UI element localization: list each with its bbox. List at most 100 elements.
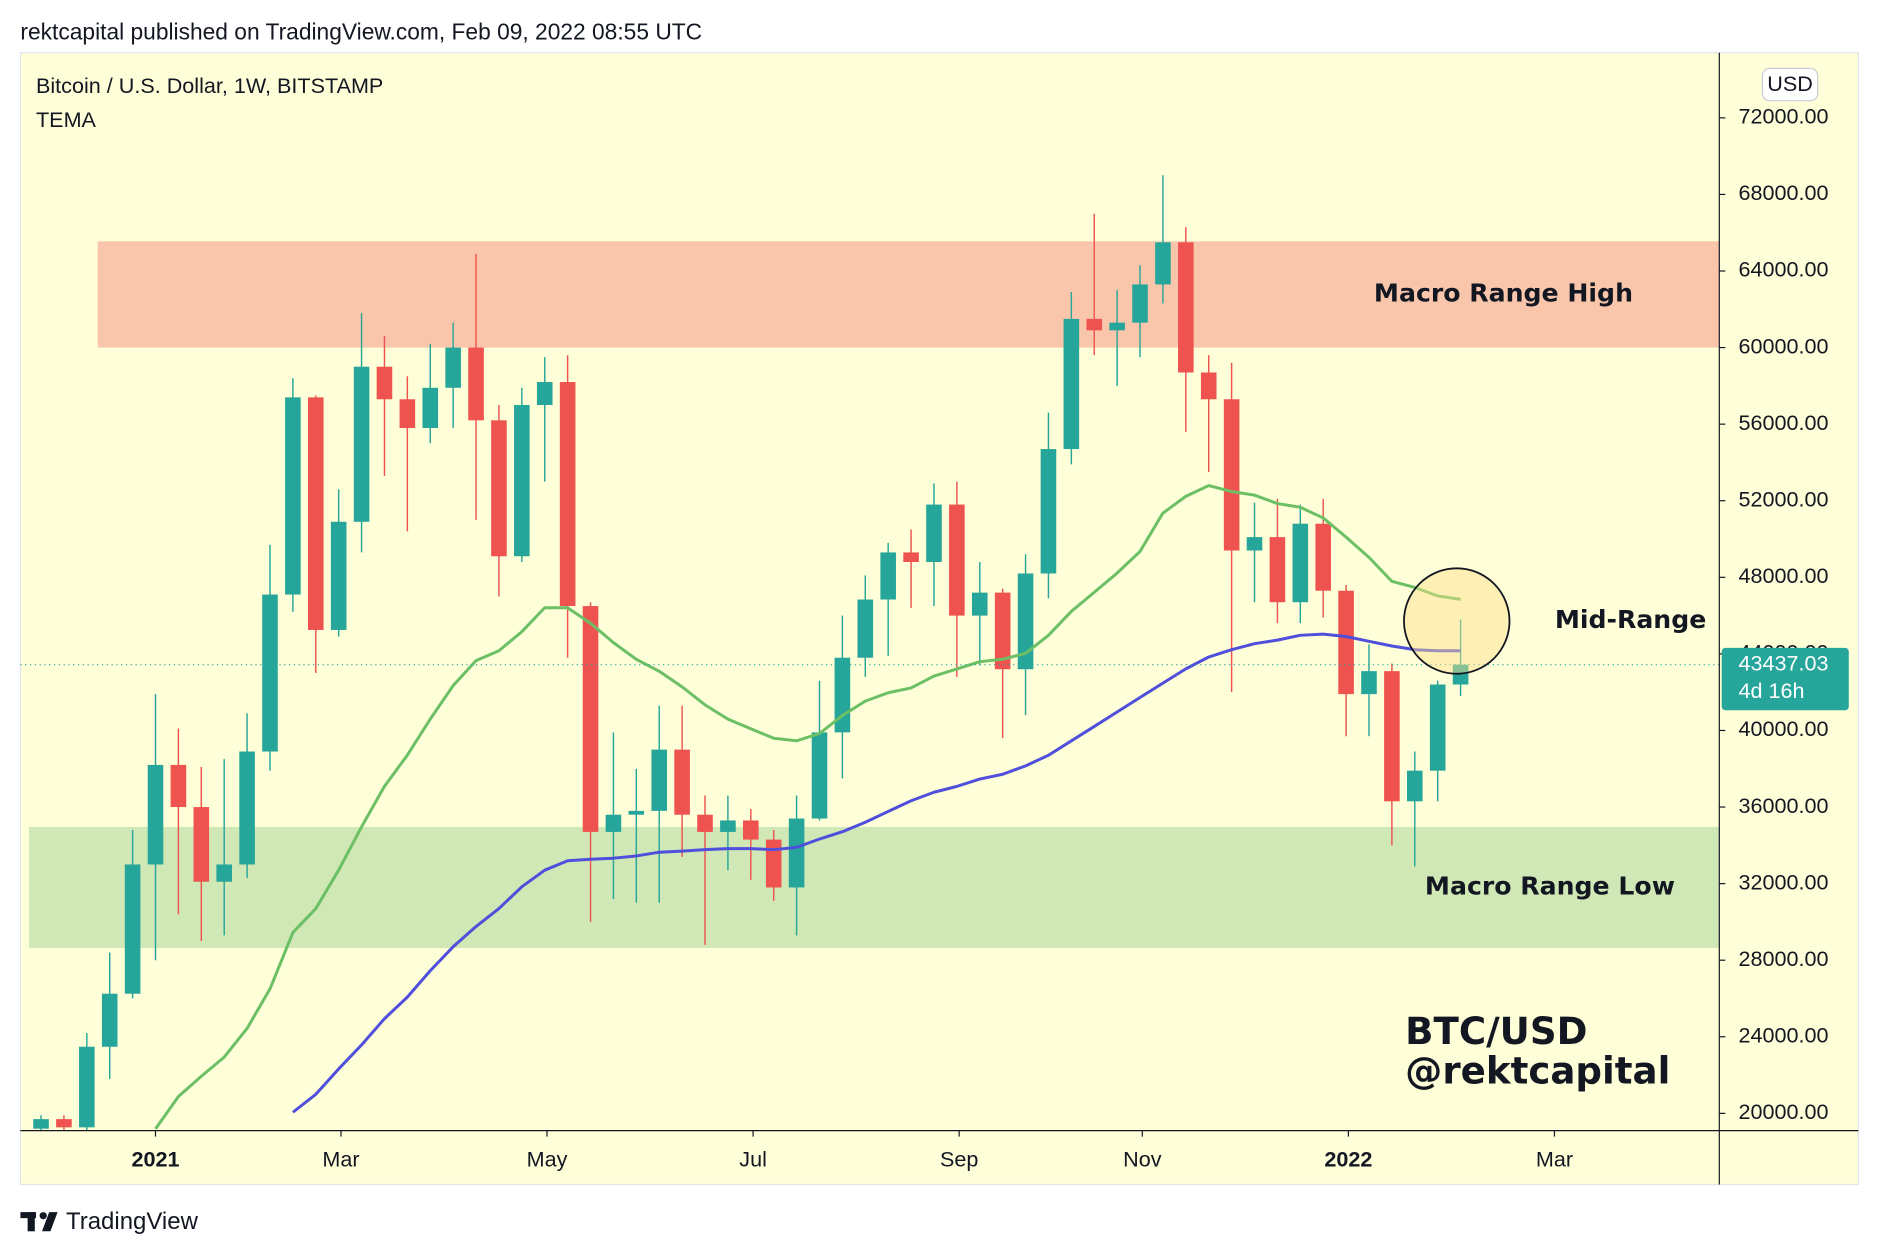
publish-header: rektcapital published on TradingView.com… xyxy=(20,19,702,45)
y-tick-label: 40000.00 xyxy=(1738,716,1828,741)
watermark-author: @rektcapital xyxy=(1405,1050,1670,1093)
tema-line xyxy=(292,632,1461,1114)
x-tick-label: 2021 xyxy=(131,1146,179,1171)
x-tick-label: May xyxy=(527,1146,568,1171)
candle-body xyxy=(79,1046,95,1128)
candle-body xyxy=(262,594,278,752)
candle-body xyxy=(926,504,942,562)
candle-body xyxy=(422,387,439,428)
currency-label[interactable]: USD xyxy=(1767,71,1813,96)
plot-area xyxy=(20,175,1720,1131)
candle-body xyxy=(1269,537,1286,603)
candle-body xyxy=(216,864,232,882)
y-tick-label: 28000.00 xyxy=(1738,946,1828,971)
currency-box[interactable] xyxy=(1761,67,1819,102)
candle-body xyxy=(330,521,347,630)
candle-body xyxy=(605,814,622,832)
candle-body xyxy=(170,764,187,808)
candle-body xyxy=(33,1119,49,1129)
x-tick-label: Nov xyxy=(1123,1146,1162,1171)
candle-body xyxy=(124,864,141,994)
candle-body xyxy=(1452,664,1469,685)
x-tick-label: Jul xyxy=(739,1146,767,1171)
candle-body xyxy=(1361,671,1377,695)
range-zone xyxy=(29,826,1720,948)
mid-range-label: Mid-Range xyxy=(1555,605,1706,634)
candle-body xyxy=(1292,523,1309,603)
candle-body xyxy=(651,749,668,811)
candle-body xyxy=(353,366,370,522)
highlight-circle xyxy=(1403,567,1511,675)
x-tick-label: Sep xyxy=(940,1146,978,1171)
candle-body xyxy=(743,820,759,840)
bar-countdown: 4d 16h xyxy=(1738,678,1804,703)
candle-body xyxy=(193,807,210,882)
candle-body xyxy=(1155,242,1171,285)
y-tick-label: 48000.00 xyxy=(1738,563,1828,588)
candle-body xyxy=(1063,318,1080,450)
candle-body xyxy=(1429,684,1446,771)
candle-body xyxy=(468,347,484,421)
y-tick-label: 60000.00 xyxy=(1738,333,1828,358)
logo-slash xyxy=(42,1212,58,1232)
y-tick-label: 52000.00 xyxy=(1738,486,1828,511)
candle-body xyxy=(559,382,576,607)
candle-body xyxy=(1223,399,1240,551)
candle-body xyxy=(994,592,1011,670)
candle-body xyxy=(491,420,507,557)
candle-body xyxy=(811,732,828,819)
candle-body xyxy=(285,397,301,595)
candle-body xyxy=(536,382,553,406)
candle-body xyxy=(1246,537,1263,551)
last-price-box xyxy=(1721,647,1849,711)
candle-body xyxy=(399,399,416,428)
candle-body xyxy=(239,751,255,865)
candle-body xyxy=(880,552,896,600)
candle-body xyxy=(788,818,805,888)
candle-body xyxy=(147,764,164,865)
candle-body xyxy=(1017,573,1034,670)
candle-body xyxy=(101,993,118,1047)
candle-body xyxy=(56,1119,72,1128)
candle-body xyxy=(674,749,690,815)
candle-body xyxy=(857,599,874,658)
x-tick-label: 2022 xyxy=(1324,1146,1372,1171)
candle-body xyxy=(720,820,736,832)
candle-body xyxy=(1109,322,1125,331)
candle-body xyxy=(903,552,919,562)
logo-stem xyxy=(27,1212,35,1232)
x-tick-label: Mar xyxy=(322,1146,359,1171)
logo-dot xyxy=(39,1212,47,1220)
watermark-pair: BTC/USD xyxy=(1405,1010,1587,1053)
chart-title: Bitcoin / U.S. Dollar, 1W, BITSTAMP xyxy=(36,73,383,98)
tema-line xyxy=(154,484,1461,1130)
candle-body xyxy=(514,405,530,557)
tradingview-logo[interactable]: TradingView xyxy=(20,1208,199,1235)
range-zone xyxy=(97,241,1720,348)
candle-body xyxy=(582,606,599,832)
candle-body xyxy=(697,814,713,832)
zone-label: Macro Range Low xyxy=(1425,871,1675,900)
x-tick-label: Mar xyxy=(1536,1146,1573,1171)
candle-body xyxy=(949,504,965,616)
indicator-name: TEMA xyxy=(36,107,97,132)
candle-body xyxy=(445,347,461,388)
y-tick-label: 20000.00 xyxy=(1738,1099,1828,1124)
y-tick-label: 68000.00 xyxy=(1738,180,1828,205)
y-tick-label: 32000.00 xyxy=(1738,869,1828,894)
y-tick-label: 64000.00 xyxy=(1738,257,1828,282)
candle-body xyxy=(1086,318,1103,331)
candle-body xyxy=(307,397,324,630)
y-tick-label: 36000.00 xyxy=(1738,793,1828,818)
candle-body xyxy=(1384,671,1400,802)
candle-body xyxy=(1315,523,1331,591)
candle-body xyxy=(628,810,645,815)
candle-body xyxy=(765,839,782,888)
candle-body xyxy=(1040,449,1057,574)
footer-brand[interactable]: TradingView xyxy=(66,1208,199,1235)
candle-body xyxy=(1178,242,1194,373)
candle-body xyxy=(971,592,988,616)
last-price-label: 43437.03 xyxy=(1738,650,1828,675)
